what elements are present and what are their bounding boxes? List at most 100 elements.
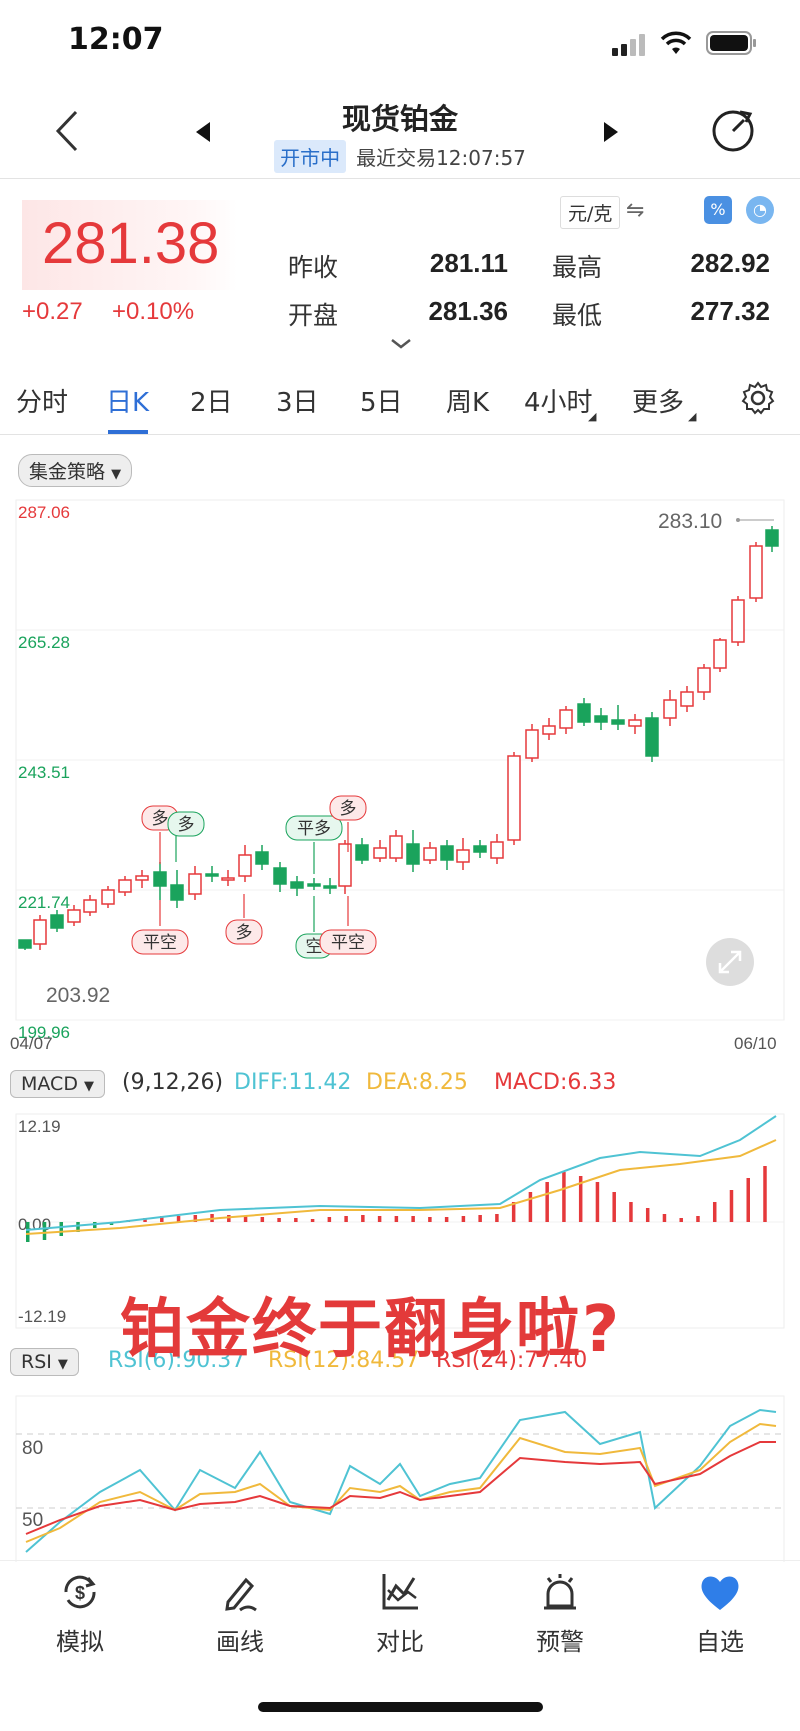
heart-icon	[701, 1576, 739, 1610]
next-instrument-button[interactable]	[602, 120, 620, 148]
bottom-tab-alert[interactable]: 预警	[510, 1570, 610, 1657]
macd-bar	[42, 1222, 47, 1240]
tab-intraday[interactable]: 分时	[16, 388, 69, 418]
tabs-divider	[0, 434, 800, 435]
low-label: 最低	[552, 301, 603, 330]
macd-bar	[277, 1218, 281, 1222]
home-indicator	[258, 1702, 543, 1712]
candle-body	[525, 729, 539, 759]
max-price-dot	[736, 518, 740, 522]
tab-4hour[interactable]: 4小时	[524, 388, 593, 418]
candle-body	[18, 939, 32, 949]
bottom-tab-draw[interactable]: 画线	[190, 1570, 290, 1657]
prev-close-value: 281.11	[429, 248, 508, 278]
macd-selector[interactable]: MACD ▼	[10, 1070, 106, 1098]
macd-bar	[227, 1215, 231, 1222]
candle-body	[221, 877, 235, 881]
tab-2day[interactable]: 2日	[190, 388, 233, 418]
macd-bar	[176, 1216, 181, 1222]
min-price-label: 203.92	[46, 984, 110, 1007]
rsi24-value: RSI(24):77.40	[436, 1348, 588, 1373]
rsi24-line	[25, 1441, 776, 1535]
candle-body	[559, 709, 573, 729]
strategy-selector[interactable]: 集金策略 ▼	[18, 454, 133, 487]
bottom-tab-simulate[interactable]: $ 模拟	[30, 1570, 130, 1657]
tab-daily-k[interactable]: 日K	[106, 388, 150, 418]
macd-bar	[59, 1222, 64, 1236]
macd-bar	[478, 1215, 482, 1222]
macd-bar	[595, 1182, 600, 1222]
bottom-tab-label: 自选	[696, 1628, 744, 1656]
kline-chart[interactable]: 287.06 265.28 243.51 221.74 199.96 283.10 203.…	[0, 490, 800, 1050]
chevron-down-icon	[391, 339, 411, 349]
bottom-tab-label: 画线	[216, 1628, 264, 1656]
candle-body	[473, 845, 487, 853]
low-value: 277.32	[690, 296, 770, 326]
candle-body	[323, 885, 337, 889]
y-axis-label: 12.19	[18, 1117, 61, 1136]
last-trade-time: 最近交易12:07:57	[356, 146, 526, 170]
macd-bar	[76, 1222, 80, 1232]
candle-body	[765, 529, 779, 547]
battery-icon	[706, 30, 758, 60]
settings-button[interactable]	[740, 380, 776, 420]
max-price-label: 283.10	[658, 510, 722, 533]
signal-tag	[131, 929, 189, 955]
candle-body	[135, 875, 149, 881]
bottom-tab-label: 模拟	[56, 1628, 104, 1656]
candle-body	[697, 667, 711, 693]
rsi-selector[interactable]: RSI ▼	[10, 1348, 79, 1376]
percent-toggle-icon[interactable]: %	[704, 196, 732, 224]
tab-3day[interactable]: 3日	[276, 388, 319, 418]
bottom-tab-watchlist[interactable]: 自选	[670, 1570, 770, 1657]
expand-quote-button[interactable]	[390, 336, 412, 355]
chevron-left-icon	[55, 110, 78, 152]
macd-bar	[243, 1216, 248, 1222]
chart-frame	[15, 1395, 785, 1562]
signal-tag	[329, 795, 367, 821]
macd-bar	[160, 1216, 164, 1222]
y-axis-label: -12.19	[18, 1307, 66, 1326]
candle-body	[373, 847, 387, 859]
date-end: 06/10	[734, 1034, 777, 1053]
macd-bar	[712, 1202, 717, 1222]
pie-chart-icon[interactable]: ◔	[746, 196, 774, 224]
high-label: 最高	[552, 253, 603, 282]
tab-5day[interactable]: 5日	[360, 388, 403, 418]
dea-line	[25, 1139, 777, 1235]
candle-body	[50, 914, 64, 929]
macd-bar	[294, 1218, 298, 1222]
signal-tag	[319, 929, 377, 955]
macd-bar	[260, 1217, 265, 1222]
refresh-button[interactable]	[710, 108, 756, 158]
candle-body	[188, 873, 202, 895]
price-highlight	[22, 200, 237, 290]
back-button[interactable]	[52, 108, 82, 158]
caret-down-icon: ▼	[57, 1357, 68, 1372]
price-change-pct: +0.10%	[112, 298, 195, 325]
dropdown-corner-icon: ◢	[588, 410, 597, 423]
macd-bar	[444, 1217, 449, 1222]
macd-dea: DEA:8.25	[366, 1070, 468, 1095]
tab-weekly-k[interactable]: 周K	[446, 388, 490, 418]
candle-body	[290, 881, 304, 889]
bottom-tab-compare[interactable]: 对比	[350, 1570, 450, 1657]
macd-label: MACD	[21, 1073, 78, 1095]
high-value: 282.92	[690, 248, 770, 278]
macd-bar	[461, 1216, 466, 1222]
candle-body	[628, 719, 642, 727]
unit-selector[interactable]: 元/克	[560, 196, 621, 229]
candle-body	[338, 843, 352, 887]
bottom-divider	[0, 1560, 800, 1561]
macd-chart[interactable]: 12.190.00-12.19	[0, 1110, 800, 1332]
signal-icon	[612, 34, 648, 60]
tab-more[interactable]: 更多	[632, 388, 685, 418]
candle-body	[273, 867, 287, 885]
wifi-icon	[660, 30, 692, 60]
signal-tag-label: 多	[340, 799, 357, 819]
rsi-chart[interactable]: 80 50	[0, 1392, 800, 1562]
macd-bar	[511, 1202, 516, 1222]
unit-swap-icon[interactable]: ⇋	[626, 198, 645, 223]
candle-body	[67, 909, 81, 923]
prev-instrument-button[interactable]	[194, 120, 212, 148]
